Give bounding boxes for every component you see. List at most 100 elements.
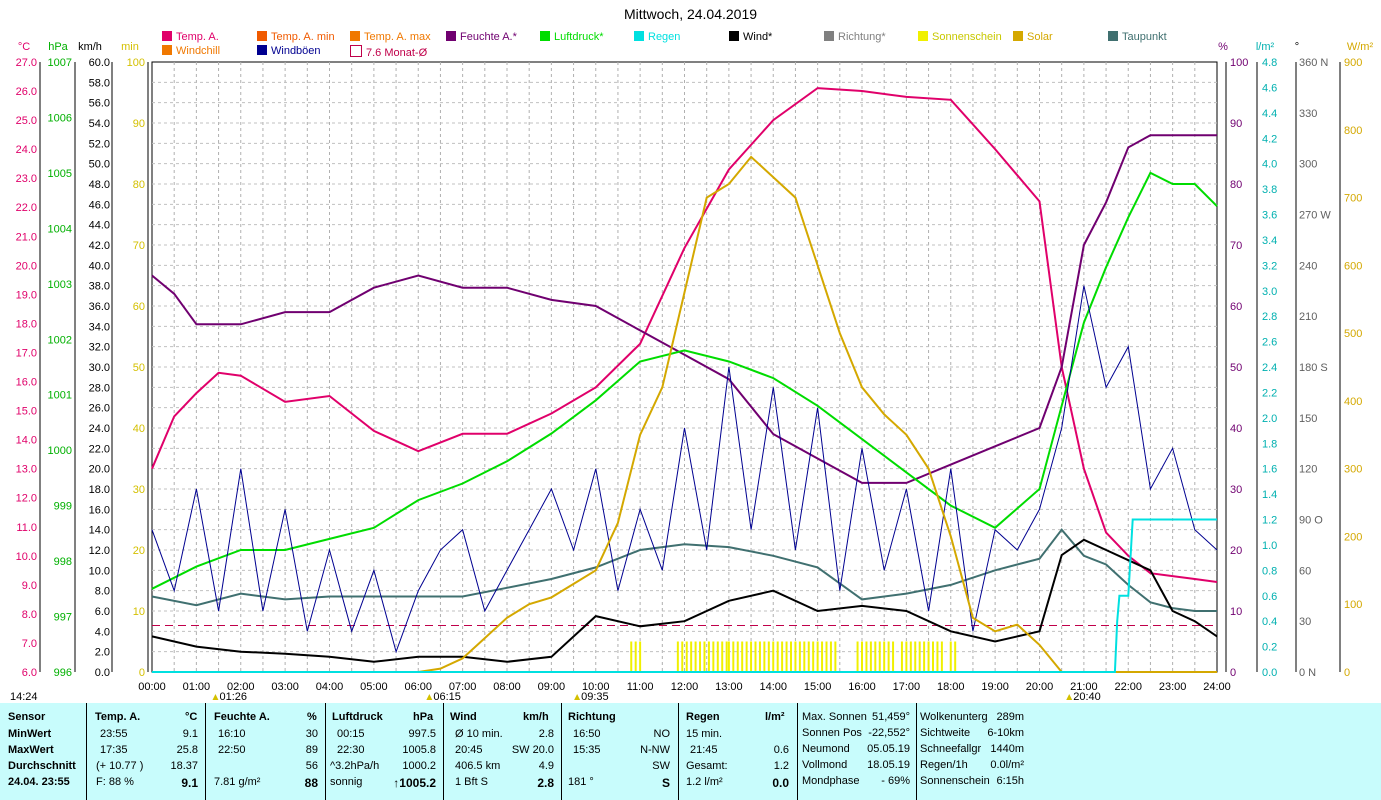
astro-key: Vollmond <box>802 759 848 771</box>
plot-area <box>151 61 1218 673</box>
series-line <box>152 155 1217 673</box>
legend-label: Windchill <box>176 45 221 57</box>
wind-r2-label: 20:45 <box>455 744 483 756</box>
tick-temp: 27.0 <box>16 57 37 69</box>
press-trend: ^3.2hPa/h <box>330 760 380 772</box>
legend-item: Luftdruck* <box>540 31 604 43</box>
tick-humidity: 10 <box>1230 606 1242 618</box>
tick-temp: 21.0 <box>16 231 37 243</box>
time-marker-icon <box>1066 694 1073 700</box>
tick-rain: 2.2 <box>1262 387 1277 399</box>
dir-now-value: S <box>661 776 670 790</box>
tick-pressure: 1001 <box>48 390 72 402</box>
header-wind: Wind <box>450 711 477 723</box>
legend-swatch <box>162 31 172 41</box>
tick-wind: 2.0 <box>95 647 110 659</box>
tick-wind: 44.0 <box>89 220 110 232</box>
tick-wind: 28.0 <box>89 382 110 394</box>
tick-pressure: 1006 <box>48 112 72 124</box>
tick-temp: 12.0 <box>16 493 37 505</box>
hum-min-value: 30 <box>305 728 318 740</box>
tick-temp: 8.0 <box>22 609 37 621</box>
tick-rain: 2.8 <box>1262 311 1277 323</box>
tick-temp: 17.0 <box>16 347 37 359</box>
legend-swatch <box>1108 31 1118 41</box>
tick-direction: 180 S <box>1299 362 1328 374</box>
row-max-label: MaxWert <box>8 744 54 756</box>
legend-swatch <box>350 45 362 57</box>
time-marker-icon <box>212 694 219 700</box>
tick-time: 18:00 <box>937 681 965 693</box>
hum-avg-value: 56 <box>305 760 318 772</box>
tick-wind: 6.0 <box>95 606 110 618</box>
legend-label: Temp. A. <box>176 31 219 43</box>
tick-wind: 22.0 <box>89 443 110 455</box>
tick-time: 15:00 <box>804 681 832 693</box>
tick-sunshine: 10 <box>133 606 145 618</box>
tick-wind: 46.0 <box>89 199 110 211</box>
tick-wind: 48.0 <box>89 179 110 191</box>
tick-temp: 26.0 <box>16 86 37 98</box>
astro-value: -22,552° <box>868 727 910 739</box>
tick-time: 07:00 <box>449 681 477 693</box>
tick-sunshine: 70 <box>133 240 145 252</box>
legend-swatch <box>918 31 928 41</box>
tick-rain: 2.6 <box>1262 337 1277 349</box>
legend-swatch <box>540 31 550 41</box>
tick-time: 04:00 <box>316 681 344 693</box>
tick-pressure: 997 <box>54 612 72 624</box>
tick-pressure: 1004 <box>48 223 72 235</box>
tick-direction: 150 <box>1299 413 1317 425</box>
tick-direction: 60 <box>1299 565 1311 577</box>
press-min-value: 997.5 <box>408 728 436 740</box>
wind-r1-label: Ø 10 min. <box>455 728 503 740</box>
tick-time: 02:00 <box>227 681 255 693</box>
tick-temp: 15.0 <box>16 406 37 418</box>
tick-rain: 1.0 <box>1262 540 1277 552</box>
astro-key: Neumond <box>802 743 850 755</box>
tick-sunshine: 60 <box>133 301 145 313</box>
chart-title: Mittwoch, 24.04.2019 <box>623 6 758 22</box>
tick-wind: 14.0 <box>89 525 110 537</box>
tick-solar: 900 <box>1344 57 1362 69</box>
tick-temp: 11.0 <box>16 522 37 534</box>
dir-r1-value: NO <box>653 728 671 740</box>
axis-header: km/h <box>78 41 102 53</box>
legend-item: Windchill <box>162 45 220 57</box>
header-sensor: Sensor <box>8 711 46 723</box>
tick-rain: 1.4 <box>1262 489 1277 501</box>
header-temp: Temp. A. <box>95 711 141 723</box>
hum-max-time: 22:50 <box>218 744 246 756</box>
header-rain-unit: l/m² <box>765 711 785 723</box>
tick-sunshine: 20 <box>133 545 145 557</box>
legend-item: Regen <box>634 31 680 43</box>
tick-time: 13:00 <box>715 681 743 693</box>
temp-avg-note: (+ 10.77 ) <box>96 760 144 772</box>
tick-wind: 50.0 <box>89 159 110 171</box>
legend-label: Luftdruck* <box>554 31 604 43</box>
misc-key: Sichtweite <box>920 727 971 739</box>
legend-label: Temp. A. max <box>364 31 431 43</box>
series-line <box>151 538 1218 663</box>
tick-sunshine: 30 <box>133 484 145 496</box>
time-marker-label: 09:35 <box>581 691 609 703</box>
tick-wind: 24.0 <box>89 423 110 435</box>
header-humidity: Feuchte A. <box>214 711 270 723</box>
hum-now-note: 7.81 g/m² <box>214 776 261 788</box>
temp-avg-value: 18.37 <box>170 760 198 772</box>
tick-rain: 2.4 <box>1262 362 1277 374</box>
legend-swatch <box>446 31 456 41</box>
tick-rain: 1.6 <box>1262 464 1277 476</box>
tick-pressure: 999 <box>54 501 72 513</box>
tick-wind: 36.0 <box>89 301 110 313</box>
tick-humidity: 90 <box>1230 118 1242 130</box>
tick-humidity: 20 <box>1230 545 1242 557</box>
tick-temp: 24.0 <box>16 144 37 156</box>
legend-item: Solar <box>1013 31 1053 43</box>
tick-humidity: 70 <box>1230 240 1242 252</box>
tick-temp: 10.0 <box>16 551 37 563</box>
legend-label: Feuchte A.* <box>460 31 517 43</box>
astro-value: 51,459° <box>871 711 910 723</box>
wind-r2-value: SW 20.0 <box>511 744 554 756</box>
tick-wind: 34.0 <box>89 321 110 333</box>
